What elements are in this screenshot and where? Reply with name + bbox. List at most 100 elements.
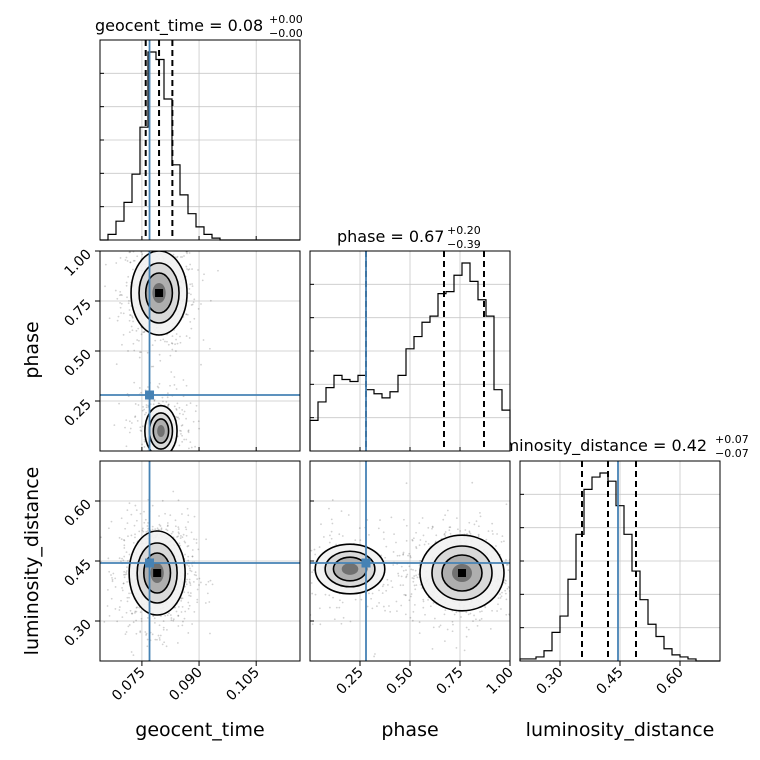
- sample-point: [176, 536, 178, 538]
- sample-point: [186, 564, 188, 566]
- sample-point: [405, 524, 408, 527]
- sample-point: [191, 303, 194, 306]
- sample-point: [179, 429, 181, 432]
- sample-point: [166, 628, 168, 631]
- sample-point: [181, 440, 184, 443]
- sample-point: [176, 402, 179, 405]
- sample-point: [158, 515, 160, 517]
- sample-point: [132, 320, 134, 323]
- sample-point: [416, 576, 419, 579]
- sample-point: [186, 507, 189, 510]
- sample-point: [405, 575, 408, 578]
- sample-point: [108, 570, 111, 573]
- sample-point: [507, 569, 510, 572]
- sample-point: [127, 535, 129, 538]
- sample-point: [187, 521, 190, 523]
- sample-point: [114, 586, 117, 588]
- sample-point: [189, 402, 192, 405]
- sample-point: [340, 622, 343, 625]
- sample-point: [138, 387, 141, 389]
- sample-point: [311, 623, 314, 626]
- sample-point: [125, 551, 128, 553]
- sample-point: [181, 256, 184, 258]
- sample-point: [162, 400, 164, 403]
- sample-point: [331, 499, 334, 501]
- sample-point: [505, 598, 508, 601]
- sample-point: [125, 566, 128, 569]
- sample-point: [106, 605, 109, 607]
- sample-point: [194, 445, 196, 448]
- sample-point: [431, 526, 434, 529]
- sample-point: [390, 580, 393, 582]
- sample-point: [435, 534, 438, 537]
- sample-point: [324, 593, 327, 596]
- sample-point: [189, 441, 192, 444]
- sample-point: [123, 576, 126, 579]
- sample-point: [198, 427, 201, 430]
- sample-point: [200, 363, 202, 366]
- sample-point: [195, 538, 198, 541]
- sample-point: [175, 415, 177, 418]
- sample-point: [451, 620, 454, 623]
- sample-point: [499, 597, 502, 599]
- sample-point: [153, 617, 156, 620]
- sample-point: [410, 595, 412, 598]
- sample-point: [200, 303, 202, 305]
- sample-point: [126, 509, 129, 512]
- sample-point: [107, 527, 110, 530]
- sample-point: [477, 525, 480, 528]
- sample-point: [138, 356, 141, 359]
- sample-point: [468, 521, 471, 524]
- sample-point: [121, 294, 123, 297]
- sample-point: [175, 338, 177, 341]
- sample-point: [129, 261, 132, 264]
- sample-point: [184, 580, 187, 583]
- sample-point: [328, 594, 331, 597]
- sample-point: [484, 606, 487, 609]
- sample-point: [179, 537, 182, 540]
- sample-point: [177, 605, 180, 608]
- sample-point: [388, 605, 390, 607]
- sample-point: [162, 626, 165, 629]
- sample-point: [191, 285, 194, 288]
- hist-step-phase: [309, 262, 511, 451]
- sample-point: [114, 608, 117, 610]
- sample-point: [107, 557, 110, 560]
- sample-point: [427, 599, 429, 601]
- sample-point: [412, 580, 415, 583]
- sample-point: [145, 404, 148, 406]
- sample-point: [217, 269, 219, 272]
- sample-point: [371, 607, 374, 610]
- sample-point: [143, 510, 145, 513]
- sample-point: [110, 597, 113, 600]
- sample-point: [413, 603, 416, 606]
- sample-point: [156, 527, 159, 530]
- sample-point: [184, 526, 187, 529]
- sample-point: [167, 403, 170, 406]
- sample-point: [120, 538, 123, 541]
- sample-point: [403, 593, 406, 596]
- sample-point: [130, 422, 133, 424]
- sample-point: [197, 269, 199, 271]
- sample-point: [167, 343, 170, 346]
- sample-point: [391, 586, 394, 589]
- sample-point: [122, 559, 125, 562]
- sample-point: [455, 611, 458, 614]
- sample-point: [427, 543, 430, 545]
- sample-point: [195, 542, 198, 544]
- sample-point: [159, 339, 162, 342]
- sample-point: [161, 396, 164, 399]
- sample-point: [423, 543, 426, 546]
- sample-point: [202, 339, 205, 341]
- sample-point: [129, 314, 131, 316]
- sample-point: [139, 611, 142, 614]
- sample-point: [185, 313, 188, 316]
- sample-point: [119, 290, 122, 293]
- sample-point: [459, 530, 462, 532]
- sample-point: [501, 591, 503, 594]
- sample-point: [392, 551, 395, 553]
- sample-point: [419, 559, 421, 562]
- xlabel-phase: phase: [381, 719, 438, 741]
- sample-point: [500, 540, 503, 543]
